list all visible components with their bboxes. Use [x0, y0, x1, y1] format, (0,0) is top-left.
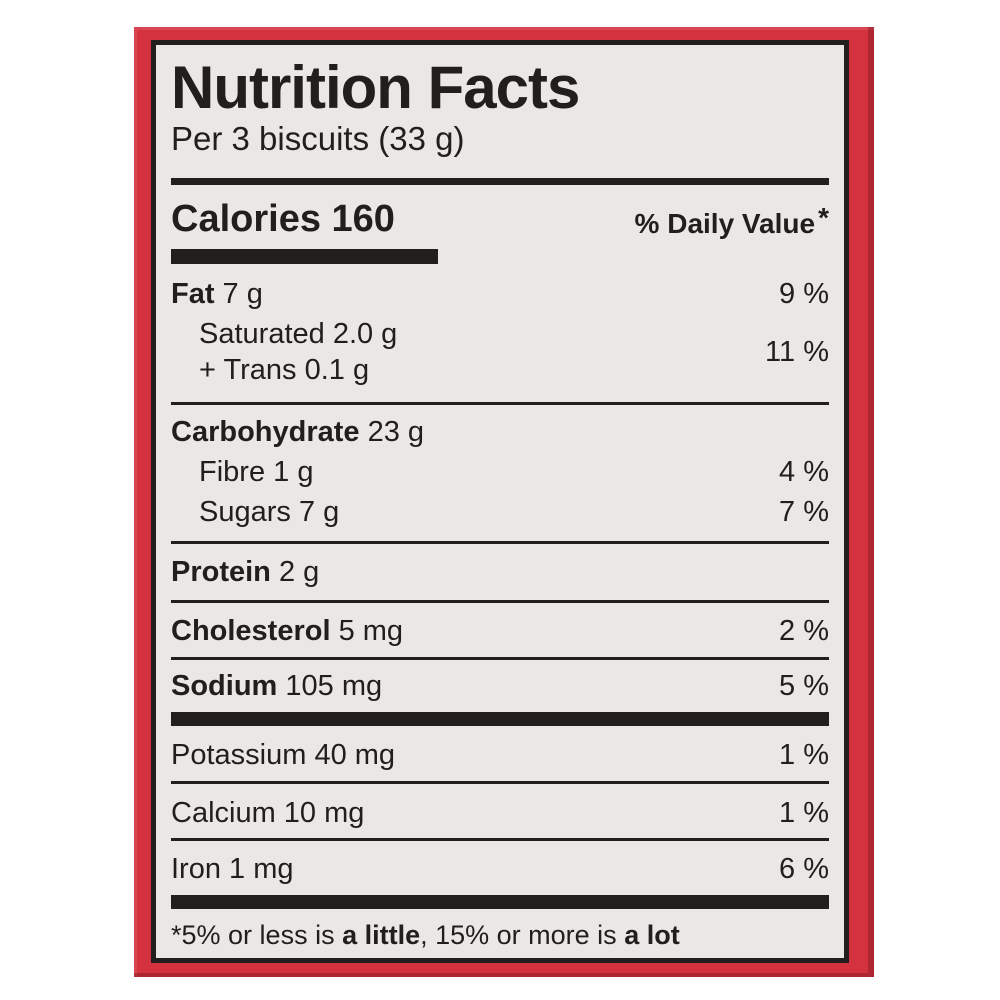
- divider-thin-6: [171, 838, 829, 841]
- panel-content: Nutrition Facts Per 3 biscuits (33 g) Ca…: [156, 45, 844, 958]
- fat-label: Fat: [171, 278, 215, 310]
- carbohydrate-amount: 23 g: [359, 416, 425, 448]
- serving-size: Per 3 biscuits (33 g): [171, 120, 465, 157]
- divider-bar-calories: [171, 249, 438, 264]
- divider-bar-footnote: [171, 895, 829, 909]
- protein-label: Protein: [171, 556, 271, 588]
- sugars-amount: Sugars 7 g: [199, 496, 340, 528]
- footnote-a-lot: a lot: [624, 920, 680, 950]
- sodium-amount: 105 mg: [277, 670, 383, 702]
- row-calcium: Calcium 10 mg 1 %: [171, 795, 829, 831]
- protein-amount: 2 g: [270, 556, 320, 588]
- row-sodium: Sodium 105 mg 5 %: [171, 668, 829, 704]
- panel-title: Nutrition Facts: [171, 54, 580, 121]
- row-fibre: Fibre 1 g 4 %: [171, 454, 829, 490]
- footnote-asterisk: *: [171, 920, 182, 950]
- fibre-percent: 4 %: [779, 456, 829, 488]
- fibre-amount: Fibre 1 g: [199, 456, 314, 488]
- cholesterol-label: Cholesterol: [171, 615, 331, 647]
- row-iron: Iron 1 mg 6 %: [171, 851, 829, 887]
- divider-thin-1: [171, 402, 829, 405]
- row-cholesterol: Cholesterol 5 mg 2 %: [171, 613, 829, 649]
- red-package-frame: Nutrition Facts Per 3 biscuits (33 g) Ca…: [134, 27, 874, 977]
- divider-thin-3: [171, 600, 829, 603]
- saturated-trans-percent: 11 %: [765, 335, 829, 368]
- divider-thin-5: [171, 781, 829, 784]
- divider-thin-2: [171, 541, 829, 544]
- row-sugars: Sugars 7 g 7 %: [171, 494, 829, 530]
- row-potassium: Potassium 40 mg 1 %: [171, 737, 829, 773]
- nutrition-facts-panel: Nutrition Facts Per 3 biscuits (33 g) Ca…: [151, 40, 849, 963]
- sugars-percent: 7 %: [779, 496, 829, 528]
- cholesterol-amount: 5 mg: [330, 615, 404, 647]
- divider-thick-top: [171, 178, 829, 185]
- calcium-percent: 1 %: [779, 797, 829, 829]
- fat-amount: 7 g: [214, 278, 263, 310]
- footnote-a-little: a little: [342, 920, 421, 950]
- calories-row: Calories 160 % Daily Value *: [171, 197, 829, 241]
- saturated-fat: Saturated 2.0 g: [199, 318, 398, 350]
- sodium-label: Sodium: [171, 670, 278, 702]
- trans-fat: + Trans 0.1 g: [199, 354, 370, 386]
- cholesterol-percent: 2 %: [779, 615, 829, 647]
- potassium-amount: Potassium 40 mg: [171, 739, 396, 771]
- daily-value-footnote: *5% or less is a little, 15% or more is …: [171, 920, 680, 950]
- calcium-amount: Calcium 10 mg: [171, 797, 365, 829]
- calories-number: 160: [331, 198, 395, 240]
- row-saturated-trans: Saturated 2.0 g + Trans 0.1 g 11 %: [171, 316, 829, 388]
- divider-bar-minerals: [171, 712, 829, 726]
- daily-value-header: % Daily Value *: [634, 202, 829, 239]
- sodium-percent: 5 %: [779, 670, 829, 702]
- row-fat: Fat 7 g 9 %: [171, 276, 829, 312]
- iron-amount: Iron 1 mg: [171, 853, 294, 885]
- divider-thin-4: [171, 657, 829, 660]
- calories-value: Calories 160: [171, 197, 395, 241]
- iron-percent: 6 %: [779, 853, 829, 885]
- carbohydrate-label: Carbohydrate: [171, 416, 360, 448]
- row-protein: Protein 2 g: [171, 554, 829, 590]
- row-carbohydrate: Carbohydrate 23 g: [171, 414, 829, 450]
- daily-value-asterisk: *: [818, 202, 829, 233]
- fat-percent: 9 %: [779, 278, 829, 310]
- potassium-percent: 1 %: [779, 739, 829, 771]
- calories-label: Calories: [171, 198, 321, 240]
